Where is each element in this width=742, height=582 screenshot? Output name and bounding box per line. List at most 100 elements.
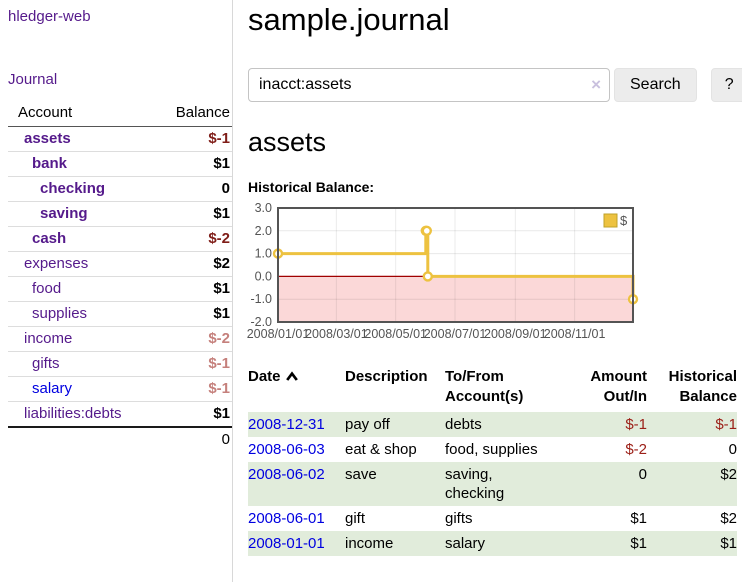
account-row: saving $1	[8, 202, 232, 227]
sidebar-item-journal: Journal	[8, 71, 232, 89]
register-header-label: Date	[248, 368, 281, 385]
sidebar: hledger-web Journal Account Balance asse…	[0, 0, 233, 582]
transaction-amount: 0	[557, 462, 647, 506]
search-form: × Search ?	[248, 68, 742, 102]
account-row: expenses $2	[8, 252, 232, 277]
sidebar-account-link-checking[interactable]: checking	[40, 180, 105, 197]
account-balance: $2	[149, 252, 232, 277]
sidebar-account-link-income[interactable]: income	[24, 330, 72, 347]
account-row: liabilities:debts $1	[8, 402, 232, 428]
account-balance: $1	[149, 152, 232, 177]
account-balance: $-1	[149, 352, 232, 377]
transaction-description: income	[345, 531, 445, 556]
page-title: sample.journal	[248, 2, 742, 38]
svg-text:2008/11/01: 2008/11/01	[544, 327, 606, 341]
register-header-description: Description	[345, 367, 445, 412]
register-row: 2008-06-02savesaving, checking0$2	[248, 462, 737, 506]
transaction-description: eat & shop	[345, 437, 445, 462]
svg-text:2008/03/01: 2008/03/01	[305, 327, 368, 341]
transaction-accounts: saving, checking	[445, 462, 557, 506]
sidebar-account-link-expenses[interactable]: expenses	[24, 255, 88, 272]
register-header-label: Description	[345, 368, 428, 385]
transaction-amount: $-1	[557, 412, 647, 437]
account-balance: $-2	[149, 227, 232, 252]
sidebar-account-link-gifts[interactable]: gifts	[32, 355, 60, 372]
transaction-date-link[interactable]: 2008-06-01	[248, 510, 325, 527]
account-balance: $-1	[149, 127, 232, 152]
account-balance: $1	[149, 402, 232, 428]
transaction-balance: $-1	[647, 412, 737, 437]
svg-text:1.0: 1.0	[255, 247, 272, 261]
transaction-date-link[interactable]: 2008-06-03	[248, 441, 325, 458]
account-row: income $-2	[8, 327, 232, 352]
accounts-header-balance: Balance	[149, 102, 232, 127]
account-row: supplies$1	[8, 302, 232, 327]
register-header-label: To/From Account(s)	[445, 368, 523, 405]
account-row: cash $-2	[8, 227, 232, 252]
transaction-date-link[interactable]: 2008-12-31	[248, 416, 325, 433]
sidebar-account-link-liabilities-debts[interactable]: liabilities:debts	[24, 405, 122, 422]
sidebar-account-link-assets[interactable]: assets	[24, 130, 71, 147]
register-header-label: Historical Balance	[669, 368, 737, 405]
legend-swatch	[604, 214, 617, 227]
svg-text:2008/09/01: 2008/09/01	[484, 327, 547, 341]
register-table: Date Description To/From Account(s) Amount…	[248, 367, 737, 556]
transaction-description: pay off	[345, 412, 445, 437]
transaction-balance: $1	[647, 531, 737, 556]
transaction-amount: $1	[557, 506, 647, 531]
register-header-amount: Amount Out/In	[557, 367, 647, 412]
transaction-accounts: salary	[445, 531, 557, 556]
app-title: hledger-web	[8, 8, 232, 26]
search-input[interactable]	[248, 68, 610, 102]
sidebar-account-link-supplies[interactable]: supplies	[32, 305, 87, 322]
accounts-total-spacer	[8, 427, 149, 448]
transaction-date-link[interactable]: 2008-06-02	[248, 466, 325, 483]
svg-text:2008/01/01: 2008/01/01	[247, 327, 310, 341]
sidebar-account-link-salary[interactable]: salary	[32, 380, 72, 397]
accounts-total-value: 0	[149, 427, 232, 448]
transaction-amount: $1	[557, 531, 647, 556]
register-row: 2008-06-01giftgifts$1$2	[248, 506, 737, 531]
svg-text:2008/07/01: 2008/07/01	[424, 327, 487, 341]
search-button[interactable]: Search	[614, 68, 697, 102]
transaction-description: save	[345, 462, 445, 506]
account-row: bank $1	[8, 152, 232, 177]
sidebar-account-link-cash[interactable]: cash	[32, 230, 66, 247]
accounts-table: Account Balance assets$-1bank$1checking0…	[8, 102, 232, 448]
register-header-label: Amount Out/In	[590, 368, 647, 405]
app-title-link[interactable]: hledger-web	[8, 8, 91, 25]
sort-ascending-icon	[285, 371, 299, 382]
chart-svg: $3.02.01.00.0-1.0-2.02008/01/012008/03/0…	[248, 203, 648, 345]
legend-label: $	[620, 213, 628, 228]
account-balance: $1	[149, 202, 232, 227]
journal-link[interactable]: Journal	[8, 71, 57, 88]
accounts-total-row: 0	[8, 427, 232, 448]
transaction-description: gift	[345, 506, 445, 531]
accounts-header-account: Account	[8, 102, 149, 127]
account-row: checking0	[8, 177, 232, 202]
transaction-date-link[interactable]: 2008-01-01	[248, 535, 325, 552]
account-balance: $1	[149, 277, 232, 302]
transaction-accounts: food, supplies	[445, 437, 557, 462]
sidebar-account-link-food[interactable]: food	[32, 280, 61, 297]
register-header-row: Date Description To/From Account(s) Amount…	[248, 367, 737, 412]
register-header-date[interactable]: Date	[248, 367, 345, 412]
svg-text:3.0: 3.0	[255, 201, 272, 215]
account-row: food $1	[8, 277, 232, 302]
historical-balance-chart[interactable]: $3.02.01.00.0-1.0-2.02008/01/012008/03/0…	[248, 203, 742, 350]
transaction-balance: 0	[647, 437, 737, 462]
account-balance: $-2	[149, 327, 232, 352]
account-heading: assets	[248, 126, 742, 158]
account-balance: $-1	[149, 377, 232, 402]
clear-search-icon[interactable]: ×	[591, 75, 601, 95]
transaction-balance: $2	[647, 506, 737, 531]
help-button[interactable]: ?	[711, 68, 742, 102]
sidebar-account-link-bank[interactable]: bank	[32, 155, 67, 172]
main-pane: sample.journal × Search ? assets Histori…	[233, 0, 742, 582]
sidebar-account-link-saving[interactable]: saving	[40, 205, 88, 222]
svg-text:0.0: 0.0	[255, 269, 272, 283]
register-row: 2008-06-03eat & shopfood, supplies$-20	[248, 437, 737, 462]
transaction-accounts: debts	[445, 412, 557, 437]
app-window: hledger-web Journal Account Balance asse…	[0, 0, 742, 582]
svg-text:-1.0: -1.0	[250, 292, 272, 306]
